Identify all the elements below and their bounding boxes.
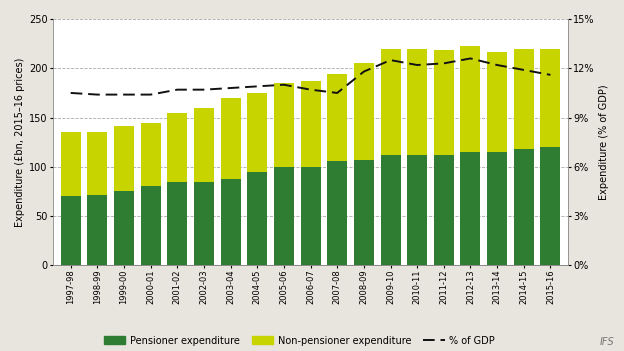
Bar [327,74,347,161]
Bar [514,48,534,149]
Bar [221,98,241,179]
Y-axis label: Expenditure (£bn, 2015–16 prices): Expenditure (£bn, 2015–16 prices) [15,58,25,227]
Bar [87,132,107,194]
Bar [407,155,427,265]
Bar [327,161,347,265]
Y-axis label: Expenditure (% of GDP): Expenditure (% of GDP) [599,85,609,200]
Bar [487,152,507,265]
Bar [140,186,160,265]
Bar [434,49,454,155]
Bar [301,81,321,167]
Bar [540,48,560,147]
Bar [514,149,534,265]
Bar [167,182,187,265]
Bar [301,167,321,265]
Bar [381,48,401,155]
Bar [114,191,134,265]
Legend: Pensioner expenditure, Non-pensioner expenditure, % of GDP: Pensioner expenditure, Non-pensioner exp… [100,332,499,350]
Bar [194,182,214,265]
Bar [247,93,267,172]
Bar [461,46,480,152]
Text: IFS: IFS [600,338,615,347]
Bar [61,132,80,197]
Bar [114,126,134,191]
Bar [540,147,560,265]
Bar [221,179,241,265]
Bar [381,155,401,265]
Bar [167,113,187,182]
Bar [407,48,427,155]
Bar [87,194,107,265]
Bar [274,83,294,167]
Bar [354,64,374,160]
Bar [461,152,480,265]
Bar [274,167,294,265]
Bar [247,172,267,265]
Bar [61,197,80,265]
Bar [434,155,454,265]
Bar [487,52,507,152]
Bar [140,122,160,186]
Bar [354,160,374,265]
Bar [194,108,214,182]
